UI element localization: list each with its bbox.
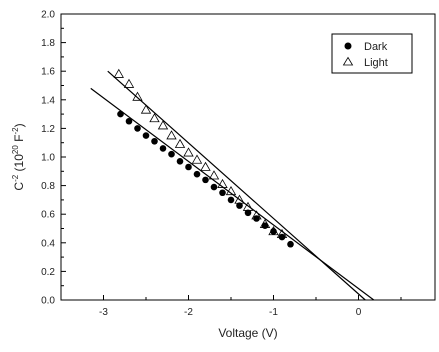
y-tick-label: 1.0 [41, 153, 55, 164]
light-data-point [276, 228, 288, 238]
dark-data-point [142, 132, 150, 139]
y-axis-title-mid: (10 [12, 154, 26, 175]
x-axis-title: Voltage (V) [218, 326, 277, 340]
dark-data-point [176, 157, 184, 165]
light-data-point [123, 78, 135, 88]
light-data-point [149, 113, 160, 123]
light-data-point [113, 68, 124, 78]
y-tick-label: 1.4 [41, 95, 55, 106]
light-data-point [200, 161, 211, 171]
y-axis-title-sup1: -2 [11, 174, 20, 182]
light-data-point [208, 170, 220, 180]
legend-dark-label: Dark [364, 41, 388, 53]
y-tick-label: 1.2 [41, 124, 55, 135]
fit-lines [90, 70, 375, 301]
legend-light-label: Light [364, 57, 388, 69]
dark-data-point [134, 125, 141, 132]
y-tick-label: 0.0 [41, 296, 55, 307]
dark-data-point [117, 110, 124, 118]
light-fit-line [107, 70, 366, 301]
light-data-point [251, 210, 262, 220]
dark-data-point [168, 150, 175, 158]
x-tick-label: -3 [99, 307, 108, 318]
y-axis-title-main: C [12, 182, 26, 191]
light-data-point [183, 147, 194, 157]
light-data-point [132, 91, 143, 101]
y-tick-label: 1.6 [41, 67, 55, 78]
light-data-point [225, 186, 237, 196]
x-tick-label: -2 [184, 307, 193, 318]
data-points [113, 68, 294, 248]
legend: Dark Light [331, 33, 413, 74]
dark-data-point [210, 183, 218, 191]
y-tick-label: 0.8 [41, 181, 55, 192]
dark-data-point [287, 240, 294, 248]
y-axis-title-sup3: -2 [11, 127, 20, 135]
light-data-point [174, 138, 186, 148]
y-tick-label: 2.0 [41, 10, 55, 21]
dark-data-point [219, 189, 226, 197]
y-tick-label: 0.4 [41, 238, 55, 249]
dark-data-point [236, 202, 243, 209]
y-axis-ticks: 0.0 0.2 0.4 0.6 0.8 1.0 1.2 1.4 1.6 1.8 2.0 [41, 10, 66, 307]
light-data-point [234, 194, 245, 204]
dark-data-point [202, 176, 209, 184]
light-data-point [259, 218, 271, 228]
y-axis-title-sup2: 20 [11, 145, 20, 154]
dark-data-point [244, 209, 252, 217]
y-axis-title: C-2 (1020 F-2) [11, 123, 26, 190]
light-data-point [268, 226, 279, 236]
dark-data-point [193, 170, 201, 178]
dark-data-point [227, 196, 235, 204]
dark-data-point [159, 145, 167, 152]
y-tick-label: 1.8 [41, 38, 55, 49]
dark-data-point [151, 137, 158, 145]
y-axis-title-mid2: F [12, 135, 26, 146]
light-data-point [166, 130, 177, 140]
light-data-point [140, 104, 152, 114]
dark-data-point [185, 163, 192, 171]
dark-data-point [125, 117, 133, 125]
legend-light-marker [342, 56, 354, 66]
x-tick-label: -1 [269, 307, 278, 318]
legend-box [331, 33, 413, 74]
y-tick-label: 0.6 [41, 210, 55, 221]
x-axis-ticks: -3 -2 -1 0 [60, 295, 402, 318]
y-axis-title-end: ) [12, 123, 26, 127]
legend-dark-marker [344, 42, 352, 50]
dark-data-point [278, 233, 286, 241]
light-data-point [242, 201, 254, 211]
y-tick-label: 0.2 [41, 267, 55, 278]
light-data-point [217, 178, 228, 188]
dark-data-point [253, 215, 260, 222]
dark-fit-line [90, 87, 375, 301]
x-tick-label: 0 [356, 307, 362, 318]
light-data-point [191, 154, 203, 164]
light-data-point [157, 120, 169, 130]
